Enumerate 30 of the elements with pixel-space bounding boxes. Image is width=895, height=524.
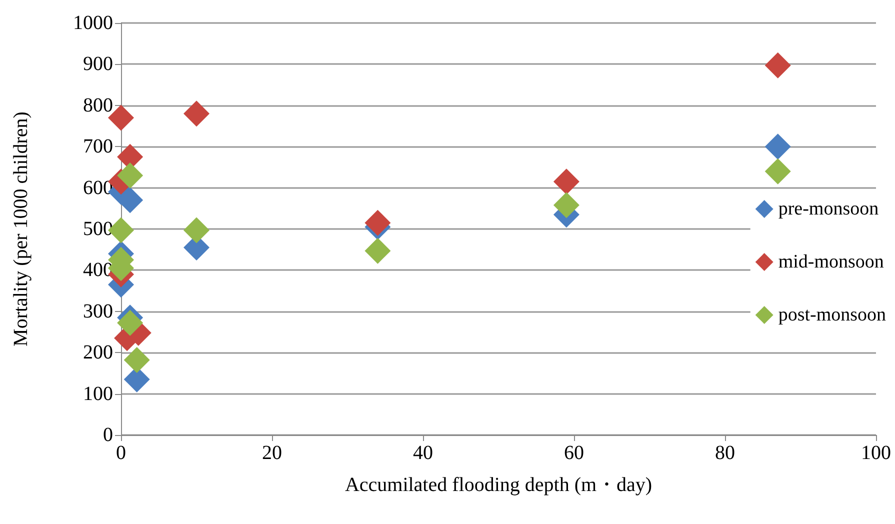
point: [764, 52, 791, 78]
y-tick-label: 700: [83, 136, 113, 158]
point: [184, 100, 210, 127]
point: [764, 158, 791, 184]
point: [124, 347, 150, 374]
x-tick-label: 80: [715, 442, 735, 464]
legend-label: pre-monsoon: [778, 198, 880, 220]
x-axis-title: Accumilated flooding depth (m・day): [344, 474, 652, 496]
x-tick-label: 40: [413, 442, 433, 464]
point: [364, 238, 391, 264]
y-tick-label: 0: [103, 424, 113, 446]
y-tick-label: 1000: [73, 12, 113, 34]
point: [117, 162, 144, 188]
y-axis-title: Mortality (per 1000 children): [10, 112, 32, 346]
legend-label: post-monsoon: [778, 304, 886, 326]
legend-label: mid-monsoon: [778, 252, 884, 272]
x-tick-label: 20: [262, 442, 282, 464]
point: [764, 134, 791, 160]
y-tick-label: 200: [83, 342, 113, 364]
y-tick-label: 800: [83, 94, 113, 116]
y-tick-label: 100: [83, 382, 113, 405]
y-tick-label: 900: [83, 53, 113, 76]
point: [364, 210, 391, 236]
y-tick-label: 300: [83, 300, 113, 322]
point: [553, 192, 580, 218]
x-tick-label: 60: [564, 442, 584, 464]
point: [553, 168, 580, 195]
point: [117, 310, 144, 336]
x-tick-label: 100: [861, 442, 891, 464]
point: [184, 217, 210, 244]
